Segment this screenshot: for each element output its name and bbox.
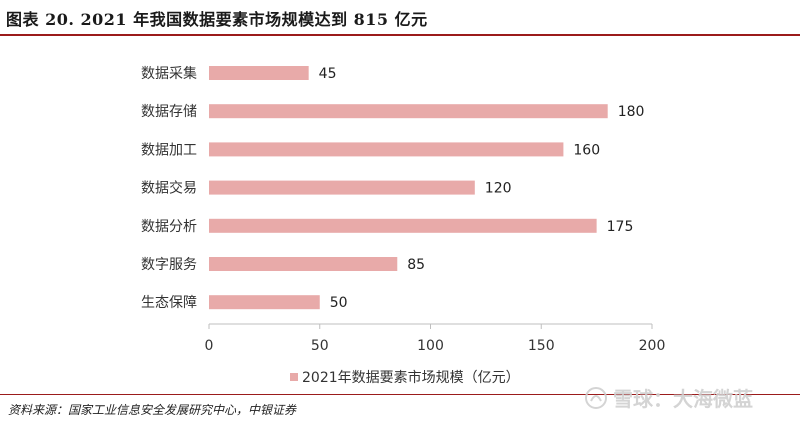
data-label: 50	[330, 295, 348, 311]
x-tick-label: 100	[417, 338, 444, 354]
title-rule	[0, 34, 800, 36]
bar	[209, 142, 564, 157]
category-label: 生态保障	[141, 295, 197, 311]
watermark: 雪球：大海微蓝	[585, 383, 753, 412]
category-label: 数字服务	[141, 257, 197, 273]
x-tick-label: 150	[528, 338, 555, 354]
category-label: 数据采集	[141, 65, 197, 82]
data-label: 120	[485, 181, 512, 197]
category-label: 数据交易	[141, 180, 197, 197]
bar	[209, 66, 309, 80]
bar	[209, 218, 597, 233]
bar	[209, 257, 398, 271]
data-label: 175	[607, 219, 634, 235]
bar	[209, 180, 475, 195]
footer-rule	[0, 394, 800, 395]
data-label: 45	[319, 66, 337, 82]
category-label: 数据加工	[141, 142, 197, 158]
data-label: 85	[407, 257, 425, 273]
legend-label: 2021年数据要素市场规模（亿元）	[302, 369, 520, 386]
category-label: 数据分析	[141, 219, 197, 235]
x-tick-label: 0	[205, 338, 214, 354]
watermark-text: 雪球：大海微蓝	[613, 387, 753, 411]
snowball-logo-icon	[585, 386, 607, 409]
category-label: 数据存储	[141, 104, 197, 120]
legend-swatch	[290, 373, 298, 381]
source-note: 资料来源：国家工业信息安全发展研究中心，中银证券	[8, 403, 297, 417]
x-tick-label: 200	[639, 338, 666, 354]
chart-title: 图表 20. 2021 年我国数据要素市场规模达到 815 亿元	[6, 10, 428, 29]
bar	[209, 104, 608, 119]
bar	[209, 295, 320, 310]
data-label: 180	[618, 104, 645, 120]
x-tick-label: 50	[311, 338, 329, 354]
data-label: 160	[573, 142, 600, 158]
